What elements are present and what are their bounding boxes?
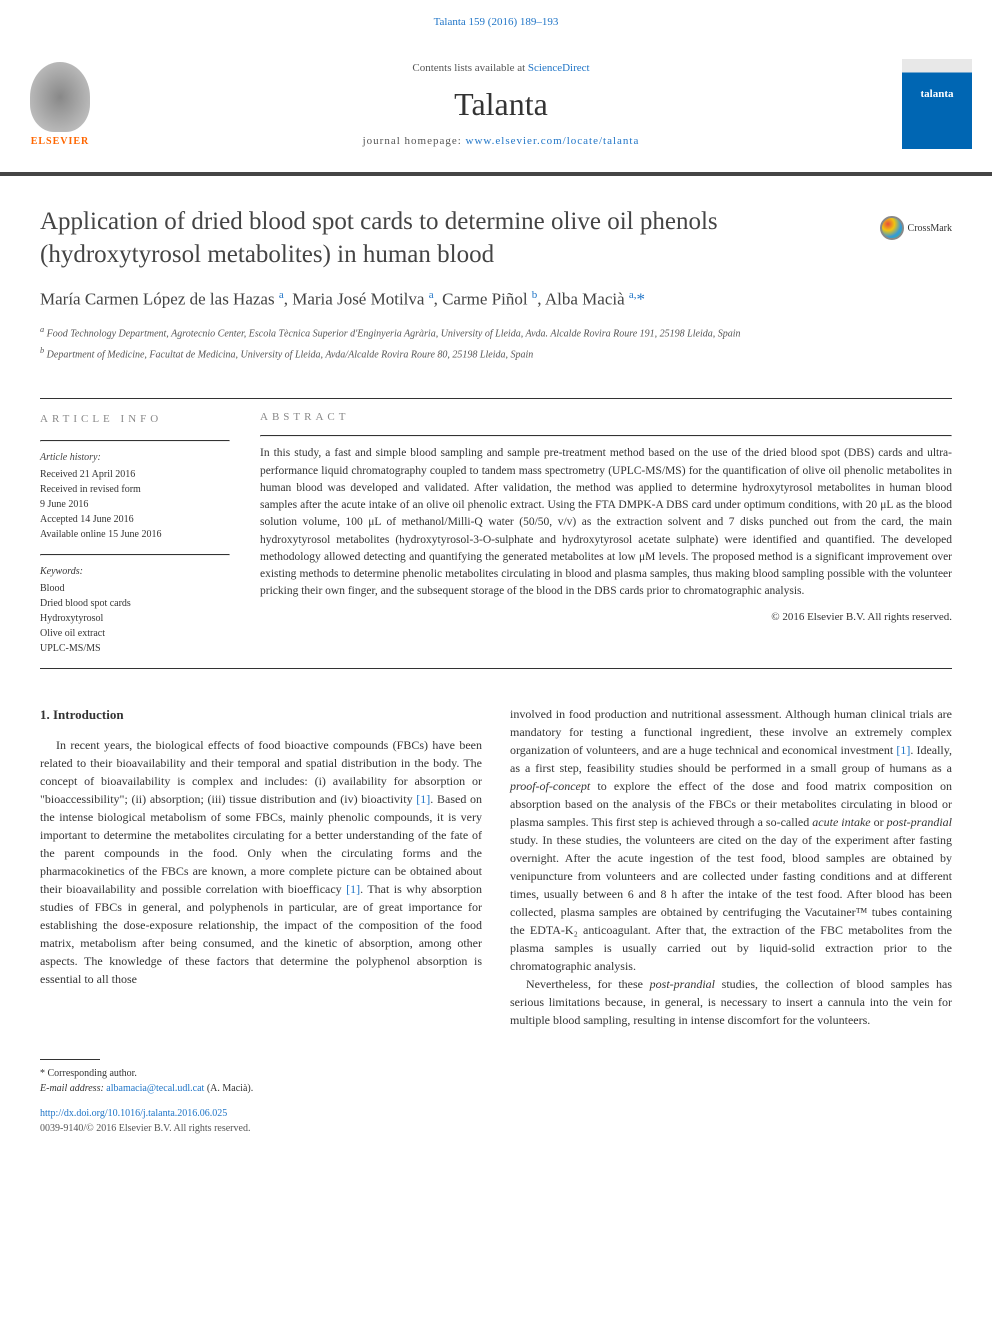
body-paragraph: involved in food production and nutritio… [510, 705, 952, 975]
history-item: Received 21 April 2016 [40, 467, 230, 482]
keyword: Hydroxytyrosol [40, 611, 230, 626]
email-label: E-mail address: [40, 1083, 106, 1094]
email-author: (A. Macià). [204, 1083, 253, 1094]
footnote-rule [40, 1059, 100, 1060]
keyword: UPLC-MS/MS [40, 641, 230, 656]
abstract-label: abstract [260, 411, 952, 423]
body-column-right: involved in food production and nutritio… [510, 705, 952, 1029]
history-item: Received in revised form [40, 482, 230, 497]
section-heading: 1. Introduction [40, 705, 482, 725]
email-link[interactable]: albamacia@tecal.udl.cat [106, 1083, 204, 1094]
article-info-label: article info [40, 411, 230, 428]
info-rule [40, 440, 230, 442]
footer: * Corresponding author. E-mail address: … [0, 1049, 992, 1156]
abstract-text: In this study, a fast and simple blood s… [260, 445, 952, 600]
contents-line: Contents lists available at ScienceDirec… [100, 62, 902, 74]
affiliation: a Food Technology Department, Agrotecnio… [40, 324, 952, 341]
homepage-label: journal homepage: [363, 135, 466, 147]
citation: Talanta 159 (2016) 189–193 [0, 8, 992, 36]
abstract-rule [260, 435, 952, 437]
crossmark-badge[interactable]: CrossMark [880, 216, 952, 240]
authors: María Carmen López de las Hazas a, Maria… [40, 289, 952, 310]
cover-label: talanta [921, 88, 954, 100]
abstract-column: abstract In this study, a fast and simpl… [260, 411, 952, 656]
article-title: Application of dried blood spot cards to… [40, 206, 952, 271]
body-paragraph: Nevertheless, for these post-prandial st… [510, 975, 952, 1029]
homepage-link[interactable]: www.elsevier.com/locate/talanta [466, 135, 640, 147]
corresponding-author: * Corresponding author. [40, 1066, 952, 1081]
journal-cover-thumbnail: talanta [902, 59, 972, 149]
keyword: Blood [40, 581, 230, 596]
divider [40, 398, 952, 399]
elsevier-logo: ELSEVIER [20, 54, 100, 154]
sciencedirect-link[interactable]: ScienceDirect [528, 62, 590, 74]
doi-link[interactable]: http://dx.doi.org/10.1016/j.talanta.2016… [40, 1108, 227, 1119]
elsevier-tree-icon [30, 62, 90, 132]
homepage-line: journal homepage: www.elsevier.com/locat… [100, 135, 902, 147]
history-item: Available online 15 June 2016 [40, 527, 230, 542]
history-item: 9 June 2016 [40, 497, 230, 512]
affiliation: b Department of Medicine, Facultat de Me… [40, 345, 952, 362]
divider [40, 668, 952, 669]
journal-banner: ELSEVIER Contents lists available at Sci… [0, 36, 992, 176]
crossmark-icon [880, 216, 904, 240]
keyword: Dried blood spot cards [40, 596, 230, 611]
keyword: Olive oil extract [40, 626, 230, 641]
journal-name: Talanta [100, 86, 902, 123]
body-paragraph: In recent years, the biological effects … [40, 736, 482, 988]
history-item: Accepted 14 June 2016 [40, 512, 230, 527]
email-line: E-mail address: albamacia@tecal.udl.cat … [40, 1081, 952, 1096]
article-info-sidebar: article info Article history: Received 2… [40, 411, 230, 656]
body-column-left: 1. Introduction In recent years, the bio… [40, 705, 482, 1029]
info-rule [40, 554, 230, 556]
elsevier-label: ELSEVIER [31, 136, 90, 147]
issn-line: 0039-9140/© 2016 Elsevier B.V. All right… [40, 1121, 952, 1136]
copyright: © 2016 Elsevier B.V. All rights reserved… [260, 611, 952, 623]
keywords-label: Keywords: [40, 564, 230, 579]
crossmark-label: CrossMark [908, 223, 952, 234]
contents-text: Contents lists available at [412, 62, 527, 74]
history-label: Article history: [40, 450, 230, 465]
